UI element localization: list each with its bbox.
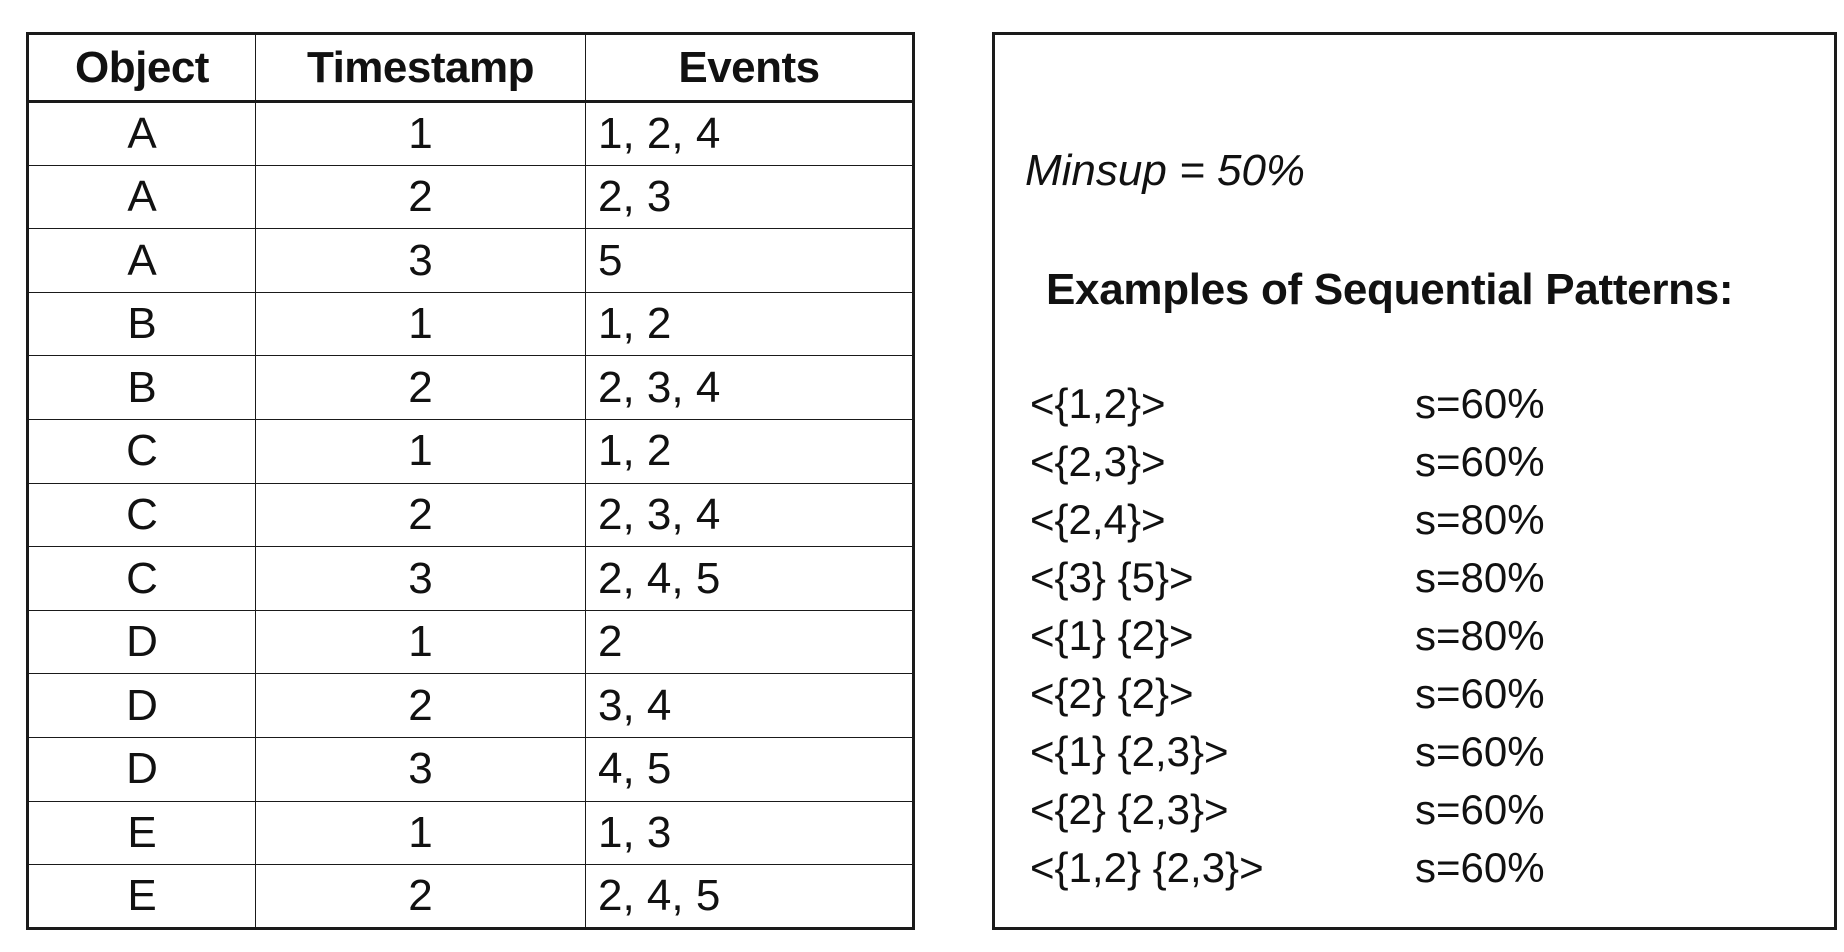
cell-object: C xyxy=(27,482,256,548)
pattern-sequence: <{1} {2}> xyxy=(1030,612,1194,659)
table-row: E 2 2, 4, 5 xyxy=(27,864,914,929)
cell-events: 2, 3, 4 xyxy=(585,355,914,421)
cell-events: 1, 2 xyxy=(585,419,914,484)
cell-object: A xyxy=(27,164,256,230)
table-header-row: Object Timestamp Events xyxy=(27,33,914,103)
cell-object: A xyxy=(27,101,256,166)
pattern-item: <{3} {5}> s=80% xyxy=(1030,557,1790,615)
cell-events: 2, 3 xyxy=(585,164,914,230)
cell-timestamp: 2 xyxy=(255,164,586,230)
pattern-sequence: <{2} {2}> xyxy=(1030,670,1194,717)
pattern-item: <{1,2}> s=60% xyxy=(1030,383,1790,441)
cell-timestamp: 2 xyxy=(255,673,586,739)
header-events: Events xyxy=(585,33,914,103)
cell-events: 2, 4, 5 xyxy=(585,546,914,611)
table-row: D 2 3, 4 xyxy=(27,673,914,739)
cell-object: C xyxy=(27,546,256,611)
cell-timestamp: 1 xyxy=(255,101,586,166)
header-timestamp: Timestamp xyxy=(255,33,586,103)
cell-events: 1, 2 xyxy=(585,291,914,357)
pattern-item: <{1} {2,3}> s=60% xyxy=(1030,731,1790,789)
table-row: A 1 1, 2, 4 xyxy=(27,101,914,166)
pattern-support: s=80% xyxy=(1415,554,1545,601)
cell-events: 2, 3, 4 xyxy=(585,482,914,548)
pattern-item: <{1,2} {2,3}> s=60% xyxy=(1030,847,1790,905)
pattern-item: <{1} {2}> s=80% xyxy=(1030,615,1790,673)
cell-events: 4, 5 xyxy=(585,737,914,802)
cell-object: B xyxy=(27,291,256,357)
pattern-support: s=80% xyxy=(1415,496,1545,543)
pattern-sequence: <{1,2} {2,3}> xyxy=(1030,844,1264,891)
cell-timestamp: 2 xyxy=(255,482,586,548)
pattern-sequence: <{2,3}> xyxy=(1030,438,1166,485)
table-row: C 3 2, 4, 5 xyxy=(27,546,914,611)
cell-timestamp: 3 xyxy=(255,737,586,802)
pattern-sequence: <{2,4}> xyxy=(1030,496,1166,543)
cell-events: 5 xyxy=(585,228,914,293)
pattern-item: <{2,3}> s=60% xyxy=(1030,441,1790,499)
cell-events: 1, 3 xyxy=(585,800,914,866)
pattern-item: <{2} {2,3}> s=60% xyxy=(1030,789,1790,847)
table-row: C 2 2, 3, 4 xyxy=(27,482,914,548)
cell-object: D xyxy=(27,673,256,739)
pattern-support: s=60% xyxy=(1415,670,1545,717)
table-row: B 1 1, 2 xyxy=(27,291,914,357)
table-row: D 3 4, 5 xyxy=(27,737,914,802)
pattern-item: <{2,4}> s=80% xyxy=(1030,499,1790,557)
pattern-sequence: <{1,2}> xyxy=(1030,380,1166,427)
cell-object: C xyxy=(27,419,256,484)
pattern-support: s=80% xyxy=(1415,612,1545,659)
cell-timestamp: 3 xyxy=(255,228,586,293)
pattern-item: <{2} {2}> s=60% xyxy=(1030,673,1790,731)
cell-timestamp: 1 xyxy=(255,800,586,866)
cell-object: E xyxy=(27,800,256,866)
table-row: B 2 2, 3, 4 xyxy=(27,355,914,421)
cell-timestamp: 2 xyxy=(255,355,586,421)
pattern-sequence: <{2} {2,3}> xyxy=(1030,786,1229,833)
cell-events: 1, 2, 4 xyxy=(585,101,914,166)
pattern-support: s=60% xyxy=(1415,380,1545,427)
table-row: A 2 2, 3 xyxy=(27,164,914,230)
cell-events: 3, 4 xyxy=(585,673,914,739)
cell-timestamp: 1 xyxy=(255,609,586,675)
cell-object: B xyxy=(27,355,256,421)
table-row: C 1 1, 2 xyxy=(27,419,914,484)
patterns-heading: Examples of Sequential Patterns: xyxy=(1046,265,1734,314)
pattern-support: s=60% xyxy=(1415,438,1545,485)
minsup-label: Minsup = 50% xyxy=(1025,146,1306,195)
pattern-sequence: <{1} {2,3}> xyxy=(1030,728,1229,775)
cell-events: 2 xyxy=(585,609,914,675)
table-row: E 1 1, 3 xyxy=(27,800,914,866)
cell-timestamp: 1 xyxy=(255,419,586,484)
cell-timestamp: 1 xyxy=(255,291,586,357)
cell-timestamp: 2 xyxy=(255,864,586,929)
cell-object: A xyxy=(27,228,256,293)
cell-events: 2, 4, 5 xyxy=(585,864,914,929)
cell-object: D xyxy=(27,737,256,802)
cell-timestamp: 3 xyxy=(255,546,586,611)
pattern-support: s=60% xyxy=(1415,728,1545,775)
pattern-list: <{1,2}> s=60% <{2,3}> s=60% <{2,4}> s=80% <{3}… xyxy=(1030,383,1790,905)
pattern-support: s=60% xyxy=(1415,786,1545,833)
cell-object: D xyxy=(27,609,256,675)
pattern-support: s=60% xyxy=(1415,844,1545,891)
pattern-sequence: <{3} {5}> xyxy=(1030,554,1194,601)
header-object: Object xyxy=(27,33,256,103)
sequential-patterns-panel: Minsup = 50% Examples of Sequential Patt… xyxy=(992,32,1837,930)
cell-object: E xyxy=(27,864,256,929)
